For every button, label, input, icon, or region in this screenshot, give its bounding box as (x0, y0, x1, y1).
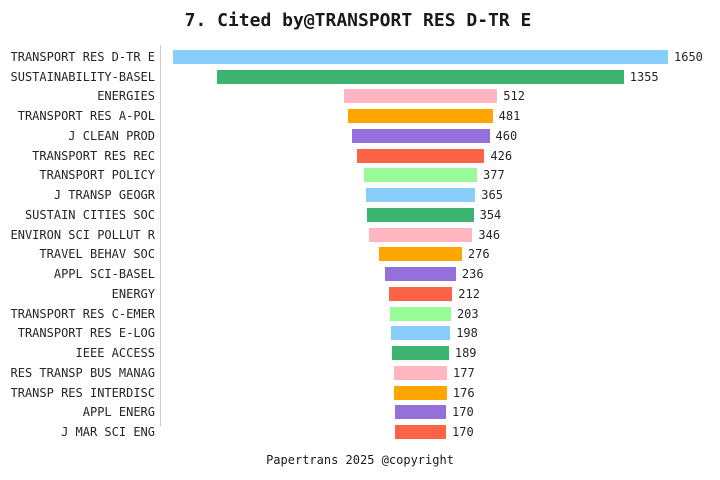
category-label: TRANSPORT RES E-LOG (17, 326, 155, 340)
bar (392, 346, 449, 360)
bar (348, 109, 493, 123)
category-label: ENVIRON SCI POLLUT R (10, 228, 156, 242)
value-label: 203 (456, 307, 479, 321)
category-label: RES TRANSP BUS MANAG (10, 366, 156, 380)
value-label: 170 (452, 425, 474, 439)
y-axis-line (160, 45, 161, 426)
category-label: J TRANSP GEOGR (53, 188, 155, 202)
category-label: ENERGIES (97, 89, 155, 103)
value-label: 365 (481, 188, 503, 202)
bar (393, 366, 448, 380)
bar (367, 208, 474, 222)
category-label: TRANSPORT RES D-TR E (10, 50, 156, 64)
value-label: 354 (479, 208, 502, 222)
value-label: 1355 (629, 70, 659, 84)
category-label: TRANSPORT RES C-EMER (10, 307, 156, 321)
bar (395, 405, 446, 419)
category-label: J CLEAN PROD (68, 129, 155, 143)
bar (351, 129, 490, 143)
category-label: IEEE ACCESS (75, 346, 155, 360)
bar (343, 89, 498, 103)
value-label: 346 (478, 228, 501, 242)
value-label: 276 (467, 247, 490, 261)
value-label: 236 (461, 267, 484, 281)
value-label: 377 (483, 168, 505, 182)
value-label: 170 (452, 405, 474, 419)
category-label: APPL SCI-BASEL (53, 267, 155, 281)
value-label: 189 (454, 346, 477, 360)
bar (363, 168, 478, 182)
category-label: TRANSPORT POLICY (39, 168, 155, 182)
bar (365, 188, 476, 202)
bar (395, 425, 446, 439)
bar (368, 228, 473, 242)
bar (173, 50, 668, 64)
chart-title: 7. Cited by@TRANSPORT RES D-TR E (184, 10, 532, 31)
category-label: TRANSPORT RES REC (32, 149, 155, 163)
value-label: 177 (453, 366, 475, 380)
value-label: 198 (456, 326, 478, 340)
bar (390, 307, 451, 321)
value-label: 512 (503, 89, 525, 103)
bar (356, 149, 485, 163)
category-label: TRANSP RES INTERDISC (10, 386, 156, 400)
bar (385, 267, 456, 281)
category-label: TRANSPORT RES A-POL (17, 109, 155, 123)
value-label: 426 (490, 149, 513, 163)
value-label: 460 (495, 129, 518, 143)
value-label: 212 (458, 287, 480, 301)
category-label: J MAR SCI ENG (61, 425, 155, 439)
category-label: APPL ENERG (82, 405, 155, 419)
bar (390, 326, 451, 340)
value-label: 481 (498, 109, 521, 123)
bar (217, 70, 624, 84)
value-label: 176 (452, 386, 475, 400)
category-label: TRAVEL BEHAV SOC (39, 247, 155, 261)
copyright-text: Papertrans 2025 @copyright (266, 453, 454, 467)
bar (388, 287, 453, 301)
category-label: SUSTAINABILITY-BASEL (10, 70, 156, 84)
category-label: ENERGY (111, 287, 155, 301)
value-label: 1650 (674, 50, 703, 64)
bar (379, 247, 462, 261)
bar (394, 386, 447, 400)
category-label: SUSTAIN CITIES SOC (24, 208, 155, 222)
